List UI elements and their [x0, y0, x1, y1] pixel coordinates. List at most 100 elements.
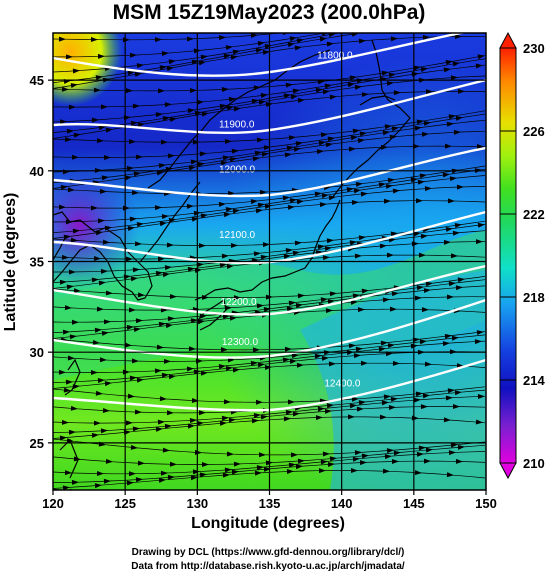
wind-arrow	[157, 88, 165, 94]
wind-arrow	[258, 99, 266, 105]
wind-arrow	[162, 116, 170, 122]
wind-arrow	[126, 480, 134, 486]
wind-arrow	[199, 472, 207, 478]
wind-arrow	[385, 183, 393, 189]
wind-arrow	[130, 120, 138, 126]
wind-arrow	[196, 262, 204, 268]
wind-arrow	[94, 483, 102, 489]
wind-arrow	[105, 290, 113, 296]
wind-arrow	[294, 45, 302, 51]
wind-arrow	[422, 393, 430, 399]
wind-arrow	[290, 452, 298, 458]
wind-arrow	[413, 231, 421, 237]
wind-arrow	[233, 461, 241, 467]
wind-arrow	[232, 208, 240, 214]
wind-arrow	[133, 327, 141, 333]
wind-arrow	[455, 285, 463, 291]
wind-arrow	[352, 293, 360, 299]
wind-arrow	[348, 146, 356, 152]
wind-arrow	[454, 34, 462, 40]
wind-arrow	[186, 366, 194, 372]
wind-arrow	[224, 305, 232, 311]
colorbar-tick-label-230: 230	[523, 41, 545, 56]
wind-arrow	[388, 405, 396, 411]
wind-arrow	[188, 165, 196, 171]
wind-arrow	[326, 41, 334, 47]
wind-arrow	[287, 42, 295, 48]
wind-arrow	[162, 447, 170, 453]
y-tick-label-45: 45	[30, 73, 44, 88]
wind-arrow	[424, 361, 432, 367]
wind-arrow	[351, 396, 359, 402]
colorbar-top-triangle	[499, 31, 517, 49]
wind-arrow	[263, 466, 271, 472]
wind-arrow	[450, 442, 458, 448]
wind-arrow	[166, 410, 174, 416]
wind-arrow	[378, 182, 386, 188]
wind-arrow	[457, 88, 465, 94]
wind-arrow	[97, 377, 105, 383]
wind-arrow	[230, 54, 238, 60]
wind-arrow	[318, 468, 326, 474]
wind-arrow	[285, 409, 293, 415]
wind-arrow	[350, 299, 358, 305]
wind-arrow	[418, 445, 426, 451]
wind-arrow	[65, 379, 73, 385]
wind-arrow	[477, 54, 485, 60]
wind-arrow	[390, 502, 397, 507]
wind-arrow	[419, 173, 427, 179]
wind-arrow	[229, 315, 237, 321]
wind-arrow	[103, 478, 111, 484]
wind-arrow	[72, 228, 80, 234]
wind-arrow	[283, 254, 291, 259]
contour-label: 12100.0	[219, 230, 256, 241]
wind-arrow	[386, 448, 394, 454]
wind-arrow	[443, 67, 451, 73]
wind-arrow	[355, 346, 363, 352]
wind-arrow	[327, 461, 335, 467]
wind-arrow	[223, 399, 231, 405]
wind-arrow	[125, 256, 133, 262]
wind-arrow	[222, 155, 230, 161]
wind-arrow	[70, 83, 78, 89]
wind-arrow	[59, 435, 67, 441]
contour-label: 12000.0	[219, 165, 256, 176]
wind-arrow	[387, 177, 395, 183]
wind-arrow	[392, 188, 400, 194]
wind-arrow	[129, 216, 137, 222]
wind-arrow	[132, 426, 140, 432]
wind-arrow	[90, 370, 98, 376]
wind-arrow	[289, 36, 297, 42]
wind-arrow	[95, 390, 103, 396]
wind-arrow	[442, 172, 450, 178]
wind-arrow	[66, 284, 74, 290]
wind-arrow	[321, 355, 329, 361]
wind-arrow	[423, 458, 431, 464]
wind-arrow	[224, 467, 232, 473]
wind-arrow	[329, 456, 337, 462]
wind-arrow	[257, 40, 265, 46]
wind-arrow	[320, 297, 328, 303]
wind-arrow	[294, 240, 302, 246]
wind-arrow	[136, 377, 144, 383]
wind-arrow	[65, 54, 73, 60]
wind-arrow	[448, 20, 455, 26]
wind-arrow	[381, 400, 389, 406]
wind-arrow	[361, 288, 369, 294]
wind-arrow	[257, 362, 265, 368]
wind-arrow	[295, 141, 303, 147]
wind-arrow	[124, 342, 132, 348]
wind-arrow	[221, 253, 229, 259]
colorbar-bottom-triangle	[499, 462, 517, 480]
wind-arrow	[68, 269, 76, 275]
wind-arrow	[414, 470, 422, 476]
wind-arrow	[382, 468, 390, 474]
wind-arrow	[260, 93, 268, 99]
wind-arrow	[475, 419, 483, 425]
wind-arrow	[347, 414, 355, 420]
wind-arrow	[136, 63, 144, 69]
wind-arrow	[292, 88, 300, 94]
wind-arrow	[105, 127, 113, 133]
wind-arrow	[390, 36, 398, 42]
wind-arrow	[285, 248, 293, 254]
